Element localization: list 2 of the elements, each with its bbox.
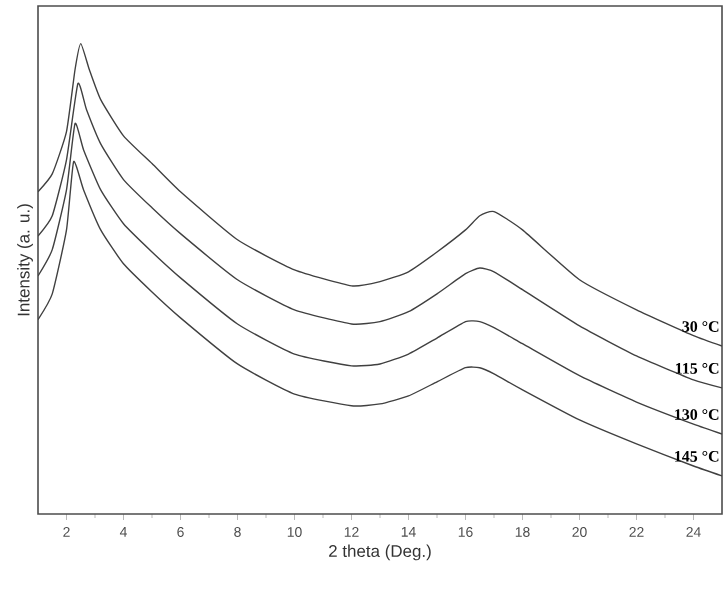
x-axis-title: 2 theta (Deg.) [329,544,431,561]
y-axis-title: Intensity (a. u.) [17,204,33,316]
